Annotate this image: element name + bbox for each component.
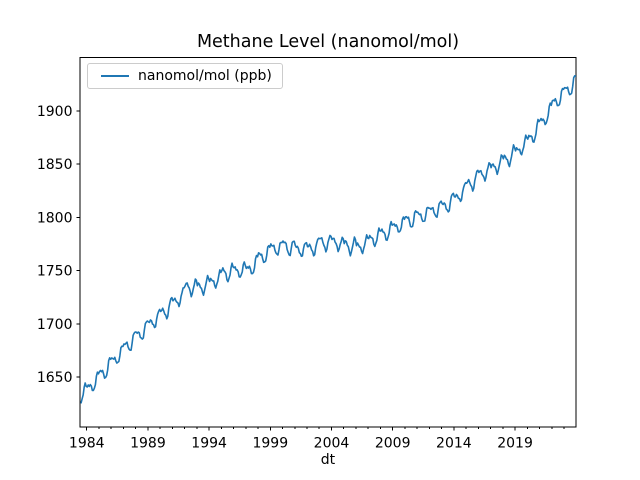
x-axis-label: dt: [320, 452, 336, 468]
x-tick-label: 1999: [252, 436, 288, 452]
x-tick-label: 2009: [375, 436, 411, 452]
x-tick-label: 2004: [314, 436, 350, 452]
plot-border: [79, 57, 577, 428]
x-tick-label: 1984: [69, 436, 105, 452]
x-tick-label: 1989: [130, 436, 166, 452]
y-tick-label: 1850: [37, 157, 73, 173]
x-tick-label: 2019: [497, 436, 533, 452]
axis-tick-labels: 1984 1989 1994 1999 2004 2009 2014 2019 1650 1700…: [37, 104, 533, 452]
chart-title: Methane Level (nanomol/mol): [196, 32, 460, 52]
legend: nanomol/mol (ppb): [87, 63, 283, 89]
x-tick-label: 2014: [436, 436, 472, 452]
y-tick-label: 1700: [37, 317, 73, 333]
x-tick-label: 1994: [191, 436, 227, 452]
y-tick-label: 1900: [37, 104, 73, 120]
legend-label: nanomol/mol (ppb): [138, 68, 272, 84]
y-tick-label: 1750: [37, 264, 73, 280]
legend-line-swatch: [101, 75, 129, 77]
y-tick-label: 1800: [37, 210, 73, 226]
methane-series-line: [80, 75, 576, 404]
y-tick-label: 1650: [37, 370, 73, 386]
